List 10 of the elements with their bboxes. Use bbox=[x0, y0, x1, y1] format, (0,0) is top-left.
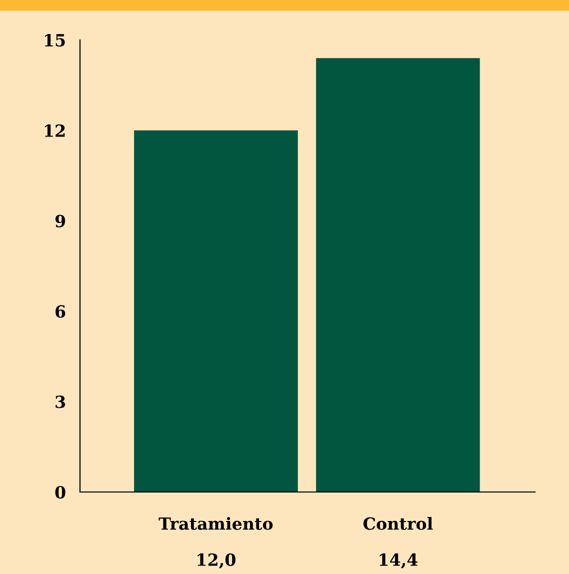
x-tick-label: Tratamiento bbox=[158, 517, 273, 530]
data-label: 14,4 bbox=[380, 553, 418, 569]
y-tick-label: 15 bbox=[44, 34, 65, 47]
x-tick-label: Control bbox=[363, 517, 433, 530]
y-tick-label: 0 bbox=[55, 486, 66, 499]
y-tick-label: 3 bbox=[56, 396, 66, 408]
data-label: 12,0 bbox=[198, 553, 236, 569]
y-tick-label: 12 bbox=[44, 124, 65, 137]
y-tick-label: 6 bbox=[56, 305, 66, 318]
y-tick-label: 9 bbox=[55, 214, 66, 228]
